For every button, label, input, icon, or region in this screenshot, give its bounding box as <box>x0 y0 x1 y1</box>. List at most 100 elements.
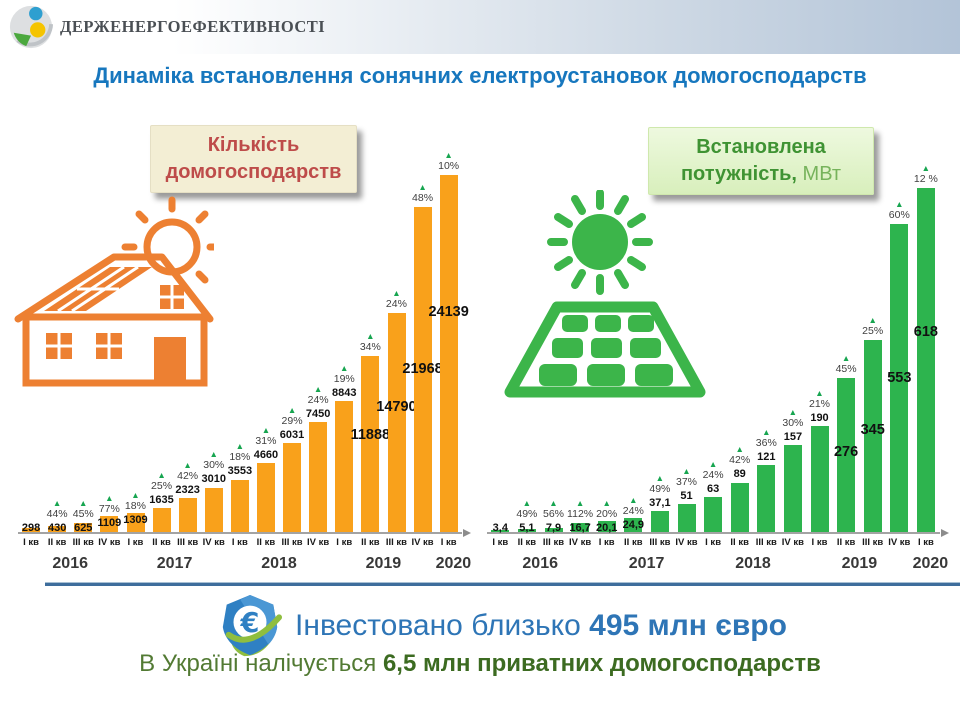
growth-label: ▲ 20% <box>596 497 618 520</box>
chart-capacity-title-box: Встановлена потужність, МВт <box>648 127 874 195</box>
bar <box>230 479 249 532</box>
households-row: В Україні налічується 6,5 млн приватних … <box>0 650 960 678</box>
year-label: 2016 <box>522 555 558 572</box>
quarter-label: I кв <box>127 537 144 548</box>
value-label: 3010 <box>201 473 226 486</box>
growth-label: ▲ 112% <box>567 498 594 521</box>
growth-label: ▲ 10% <box>438 150 460 173</box>
value-label: 89 <box>733 468 746 481</box>
value-label: 157 <box>783 430 803 443</box>
growth-triangle-icon: ▲ <box>708 458 718 469</box>
quarter-label: IV кв <box>307 537 330 548</box>
growth-triangle-icon: ▲ <box>549 498 558 508</box>
quarter-label: II кв <box>730 537 749 548</box>
growth-label: ▲ 24% <box>622 495 644 518</box>
growth-label: ▲ 21% <box>808 388 831 411</box>
growth-label: ▲ 45% <box>72 498 94 521</box>
bar <box>100 515 119 532</box>
value-label: 1635 <box>149 493 174 506</box>
year-label: 2019 <box>841 555 878 572</box>
euro-shield-icon: € <box>222 594 283 657</box>
quarter-label: I кв <box>492 537 509 548</box>
value-label: 625 <box>74 522 93 534</box>
chart-capacity-title: Встановлена потужність, <box>680 136 826 185</box>
quarter-label: II кв <box>256 537 276 548</box>
bar <box>916 188 935 532</box>
bar <box>178 497 197 532</box>
quarter-label: III кв <box>281 537 303 548</box>
year-axis-households: 2016 2017 2018 2019 2020 <box>18 555 472 572</box>
invested-text: Інвестовано близько 495 млн євро <box>295 609 787 643</box>
chart-households: Кількість домогосподарств 298 430 ▲ 44% 625 ▲… <box>14 120 472 590</box>
growth-label: ▲ 18% <box>229 441 251 464</box>
year-label: 2018 <box>261 555 297 572</box>
growth-triangle-icon: ▲ <box>682 465 691 476</box>
growth-label: ▲ 77% <box>98 492 120 515</box>
bar <box>22 527 41 532</box>
growth-triangle-icon: ▲ <box>366 331 375 342</box>
quarter-label: IV кв <box>202 537 225 548</box>
growth-label: ▲ 48% <box>412 182 434 205</box>
quarter-label: I кв <box>811 537 828 548</box>
bar <box>152 507 171 532</box>
growth-label: ▲ 42% <box>177 459 199 482</box>
growth-label: ▲ 49% <box>649 473 671 496</box>
value-label: 618 <box>913 324 938 340</box>
quarter-label: III кв <box>755 537 777 548</box>
growth-label: ▲ 56% <box>542 498 565 521</box>
bar <box>48 525 67 532</box>
quarter-label: IV кв <box>98 537 121 548</box>
sun-icon solar-panel-icon <box>504 190 706 398</box>
chart-households-title: Кількість домогосподарств <box>165 134 342 183</box>
value-label: 14790 <box>376 399 417 415</box>
invested-amount: 495 млн євро <box>589 609 787 642</box>
quarter-label: III кв <box>862 537 884 548</box>
bar <box>783 444 802 532</box>
growth-label: ▲ 34% <box>359 331 381 354</box>
growth-label: ▲ 45% <box>835 353 857 376</box>
quarter-label: I кв <box>440 537 457 548</box>
value-label: 7,9 <box>545 522 562 534</box>
quarter-label: II кв <box>47 537 67 548</box>
growth-triangle-icon: ▲ <box>602 497 611 508</box>
chart-capacity-unit: МВт <box>796 163 842 185</box>
value-label: 3553 <box>227 465 253 478</box>
growth-triangle-icon: ▲ <box>575 498 585 508</box>
bar <box>810 426 829 532</box>
quarter-axis-households: I кв II кв III кв IV кв I кв II кв III кв IV кв… <box>18 537 462 553</box>
bar <box>863 340 882 532</box>
bar <box>387 313 406 532</box>
growth-label: ▲ 24% <box>702 458 724 481</box>
quarter-label: I кв <box>231 537 248 548</box>
bar <box>624 518 643 532</box>
quarter-axis-capacity: I кв II кв III кв IV кв I кв II кв III кв IV кв… <box>487 537 940 553</box>
year-label: 2018 <box>735 555 771 572</box>
bar <box>126 512 145 532</box>
value-label: 16,7 <box>569 522 591 534</box>
year-label: 2020 <box>435 555 472 572</box>
growth-triangle-icon: ▲ <box>418 182 427 193</box>
year-label: 2017 <box>156 555 193 572</box>
bar <box>677 503 696 532</box>
bar <box>544 527 563 532</box>
growth-triangle-icon: ▲ <box>131 489 140 500</box>
bar <box>361 356 380 532</box>
growth-triangle-icon: ▲ <box>235 441 245 452</box>
sphere-globe-icon <box>9 5 54 49</box>
growth-label: ▲ 31% <box>255 425 277 448</box>
page-title: Динаміка встановлення сонячних електроус… <box>93 63 867 88</box>
value-label: 1109 <box>97 516 122 529</box>
growth-triangle-icon: ▲ <box>921 163 931 173</box>
value-label: 121 <box>757 450 776 463</box>
growth-label: ▲ 18% <box>124 489 146 512</box>
growth-label: ▲ 25% <box>862 314 884 337</box>
growth-label: ▲ 30% <box>203 449 225 472</box>
growth-triangle-icon: ▲ <box>629 495 638 506</box>
growth-label: ▲ 12 % <box>913 163 938 186</box>
quarter-label: II кв <box>836 537 856 548</box>
value-label: 2323 <box>175 483 200 496</box>
value-label: 3,4 <box>492 522 508 534</box>
growth-triangle-icon: ▲ <box>209 449 218 460</box>
value-label: 190 <box>810 412 829 425</box>
value-label: 553 <box>887 370 912 386</box>
